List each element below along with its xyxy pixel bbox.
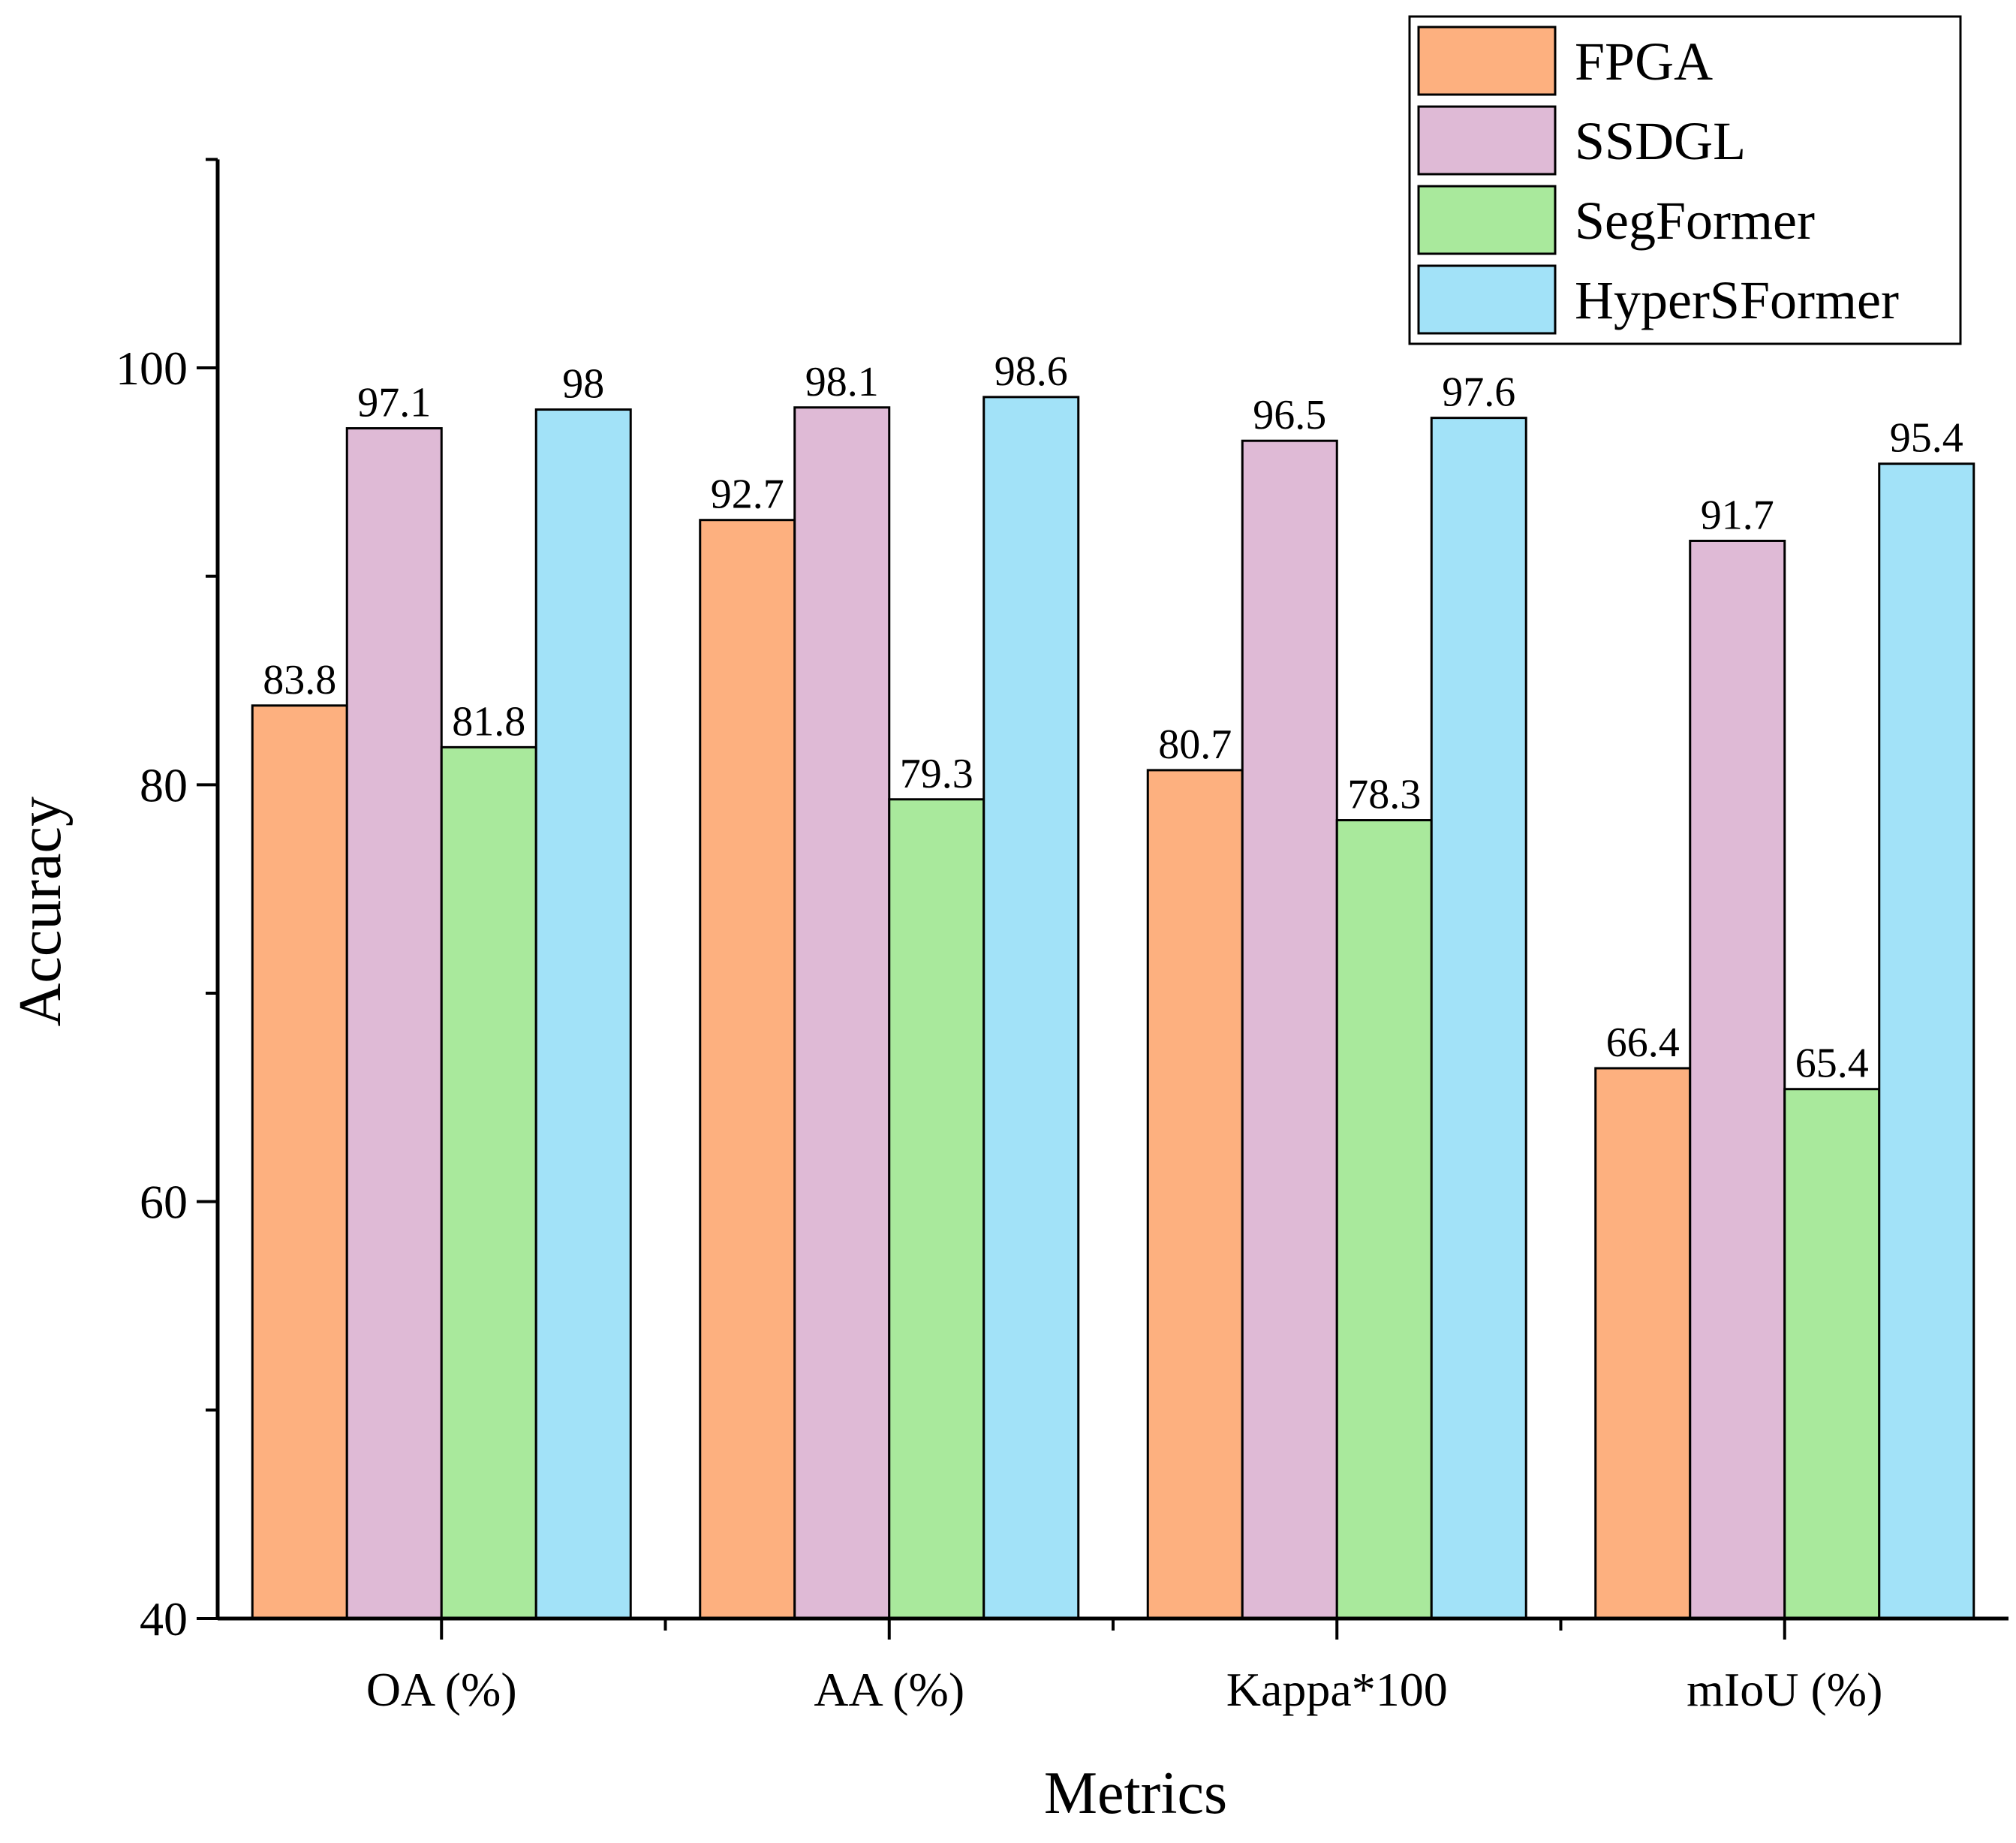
bar-value-label: 79.3 xyxy=(900,751,973,797)
bar-value-label: 96.5 xyxy=(1253,392,1326,438)
x-axis-title: Metrics xyxy=(1044,1760,1227,1826)
x-tick-label: Kappa*100 xyxy=(1226,1663,1448,1716)
bar-fpga-4 xyxy=(1594,1067,1692,1620)
bar-value-label: 65.4 xyxy=(1795,1040,1869,1087)
bar-segformer-1 xyxy=(440,745,537,1620)
y-tick-label: 60 xyxy=(140,1176,188,1229)
bar-ssdgl-1 xyxy=(345,427,443,1620)
x-tick-label: OA (%) xyxy=(366,1663,517,1716)
bar-segformer-2 xyxy=(888,798,985,1620)
legend-swatch-fpga xyxy=(1417,26,1557,96)
y-axis-title: Accuracy xyxy=(8,797,74,1026)
legend-swatch-hypersformer xyxy=(1417,264,1557,335)
bar-segformer-3 xyxy=(1335,819,1433,1620)
legend-swatch-segformer xyxy=(1417,185,1557,255)
legend-label: SegFormer xyxy=(1575,191,1815,251)
bar-hypersformer-4 xyxy=(1878,462,1975,1620)
legend-label: FPGA xyxy=(1575,32,1713,92)
bar-hypersformer-2 xyxy=(982,396,1080,1620)
bar-value-label: 98.1 xyxy=(805,359,879,405)
bar-value-label: 98.6 xyxy=(994,348,1068,395)
bar-ssdgl-4 xyxy=(1689,539,1786,1620)
bar-value-label: 95.4 xyxy=(1890,415,1963,462)
legend-swatch-ssdgl xyxy=(1417,105,1557,176)
bar-fpga-1 xyxy=(251,704,348,1620)
bar-value-label: 83.8 xyxy=(263,657,336,703)
bar-value-label: 81.8 xyxy=(452,698,525,745)
bar-labels-layer: 83.8 97.1 81.8 98 92.7 98.1 79.3 98.6 80.7 96.5 78… xyxy=(263,348,1963,1087)
bar-value-label: 66.4 xyxy=(1606,1019,1680,1066)
bar-value-label: 97.1 xyxy=(357,380,431,426)
bar-value-label: 92.7 xyxy=(711,471,784,518)
bars-layer xyxy=(251,396,1975,1620)
legend-label: SSDGL xyxy=(1575,111,1746,171)
bar-ssdgl-3 xyxy=(1241,439,1338,1620)
bar-segformer-4 xyxy=(1783,1088,1881,1620)
y-tick-label: 80 xyxy=(140,758,188,812)
bar-hypersformer-3 xyxy=(1430,417,1527,1620)
x-tick-label: mIoU (%) xyxy=(1687,1663,1882,1716)
bar-value-label: 78.3 xyxy=(1347,772,1421,818)
bar-value-label: 97.6 xyxy=(1442,369,1515,416)
y-tick-label: 40 xyxy=(140,1592,188,1646)
bar-value-label: 91.7 xyxy=(1701,492,1774,538)
legend-label: HyperSFormer xyxy=(1575,270,1899,330)
legend: FPGA SSDGL SegFormer HyperSFormer xyxy=(1408,15,1962,345)
bar-hypersformer-1 xyxy=(534,408,632,1620)
bar-value-label: 98 xyxy=(562,361,604,408)
bar-ssdgl-2 xyxy=(793,406,891,1620)
bar-fpga-3 xyxy=(1146,769,1244,1620)
axes-layer: OA (%) AA (%) Kappa*100 mIoU (%) 40 60 80 100 xyxy=(116,158,2008,1716)
bar-fpga-2 xyxy=(699,519,796,1620)
x-tick-label: AA (%) xyxy=(814,1663,964,1716)
y-tick-label: 100 xyxy=(116,342,188,395)
bar-value-label: 80.7 xyxy=(1158,721,1232,768)
